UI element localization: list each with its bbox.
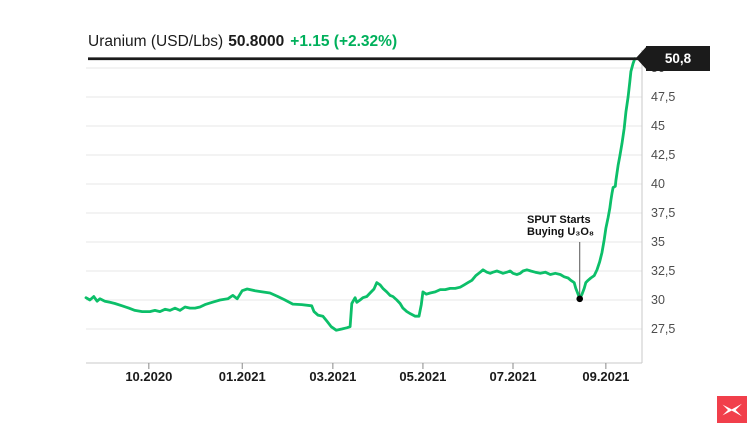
y-axis-label: 32,5 (651, 264, 676, 278)
x-axis-label: 05.2021 (399, 369, 447, 384)
y-axis-label: 30 (651, 293, 665, 307)
y-axis-label: 37,5 (651, 206, 676, 220)
x-swoosh-icon (722, 403, 742, 416)
x-axis-label: 01.2021 (218, 369, 266, 384)
chart-title: Uranium (USD/Lbs) 50.8000 +1.15 (+2.32%) (88, 33, 397, 51)
y-axis-label: 47,5 (651, 90, 676, 104)
brand-logo (717, 396, 747, 423)
instrument-name: Uranium (USD/Lbs) (88, 33, 224, 50)
last-price-value: 50.8000 (228, 33, 285, 50)
x-axis-label: 09.2021 (582, 369, 630, 384)
current-price-tag: 50,8 (636, 46, 710, 71)
price-change-value: +1.15 (+2.32%) (290, 33, 398, 50)
x-axis-label: 10.2020 (125, 369, 173, 384)
price-tag-label: 50,8 (664, 51, 692, 66)
annotation-line-2: Buying U₃O₈ (527, 226, 595, 238)
price-line-series (84, 57, 637, 332)
price-tag-arrow-icon (636, 46, 647, 70)
y-axis-label: 35 (651, 235, 665, 249)
sput-annotation: SPUT Starts Buying U₃O₈ (527, 214, 594, 238)
annotation-line-1: SPUT Starts (527, 214, 591, 226)
x-axis-label: 07.2021 (489, 369, 537, 384)
x-axis-label: 03.2021 (309, 369, 357, 384)
y-axis-label: 40 (651, 177, 665, 191)
y-axis-label: 27,5 (651, 322, 676, 336)
annotation-dot (576, 295, 584, 303)
y-axis-label: 42,5 (651, 148, 676, 162)
y-axis-label: 45 (651, 119, 665, 133)
